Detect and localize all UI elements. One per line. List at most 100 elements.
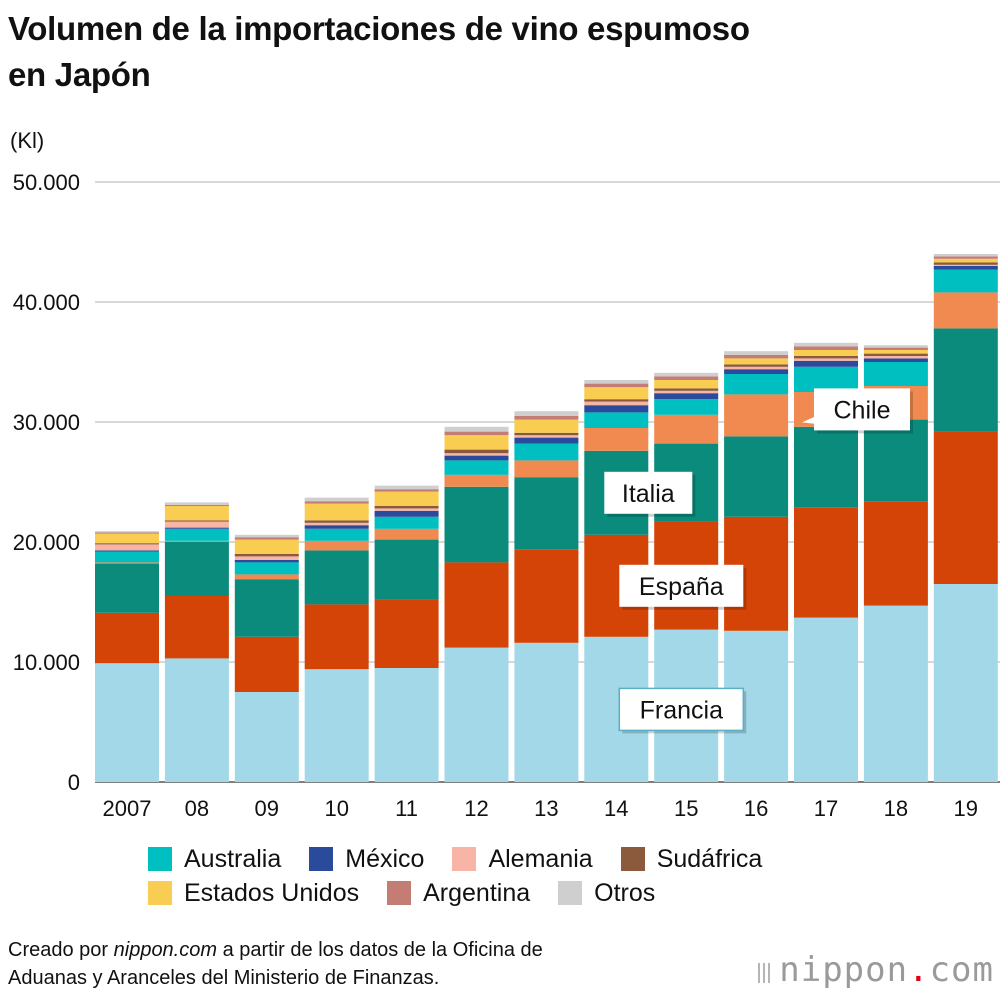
bar-segment xyxy=(514,416,579,420)
bar-segment xyxy=(514,460,579,478)
source-line1-rest: a partir de los datos de la Oficina de xyxy=(217,939,543,961)
bar-segment xyxy=(234,537,299,540)
legend-item-estados-unidos: Estados Unidos xyxy=(148,879,359,908)
bar-segment xyxy=(654,399,719,415)
bar-segment xyxy=(444,449,509,454)
source-prefix: Creado por xyxy=(8,939,114,961)
y-tick-label: 10.000 xyxy=(13,650,80,675)
x-tick-label: 2007 xyxy=(103,796,152,821)
bar-segment xyxy=(514,549,579,643)
bar-segment xyxy=(584,387,649,400)
bar-segment xyxy=(794,350,858,356)
bar-segment xyxy=(863,345,928,348)
series-label: España xyxy=(639,573,724,601)
legend-row-1: Australia México Alemania Sudáfrica xyxy=(148,842,908,876)
legend-label: Argentina xyxy=(423,878,531,907)
label-box xyxy=(619,564,744,607)
bar-segment xyxy=(95,663,159,782)
bar-segment xyxy=(234,562,299,575)
legend-label: Australia xyxy=(184,844,282,873)
bar-segment xyxy=(794,356,858,359)
y-tick-label: 0 xyxy=(68,770,80,795)
bar-segment xyxy=(444,455,509,461)
bar-segment xyxy=(584,401,649,406)
bar-segment xyxy=(514,432,579,436)
bar-segment xyxy=(304,503,369,521)
bar-segment xyxy=(724,394,789,437)
annotation-italia: Italia xyxy=(604,471,696,517)
x-tick-label: 14 xyxy=(604,796,628,821)
bar-segment xyxy=(724,351,789,355)
bar-segment xyxy=(863,362,928,386)
bar-segment xyxy=(234,579,299,637)
bar-segment xyxy=(863,350,928,354)
logo-name: nippon xyxy=(779,950,909,990)
bar-segment xyxy=(234,556,299,560)
bar-segment xyxy=(794,342,858,347)
bar-segment xyxy=(863,356,928,359)
bar-segment xyxy=(514,411,579,416)
bar-segment xyxy=(794,346,858,350)
bar-segment xyxy=(933,584,998,782)
label-box xyxy=(618,687,745,732)
legend-label: Alemania xyxy=(488,844,593,873)
bar-segment xyxy=(863,501,928,606)
bar-segment xyxy=(794,358,858,361)
bar-segment xyxy=(444,460,509,475)
bar-segment xyxy=(304,501,369,504)
bar-segment xyxy=(95,563,159,613)
legend-item-argentina: Argentina xyxy=(387,879,530,908)
source-site: nippon.com xyxy=(113,939,218,961)
bars-layer xyxy=(95,254,998,782)
y-tick-label: 50.000 xyxy=(13,170,80,195)
logo-tld: com xyxy=(929,950,994,990)
bar-segment xyxy=(374,599,439,668)
bar-segment xyxy=(444,562,509,648)
bar-segment xyxy=(304,540,369,551)
legend-swatch xyxy=(148,847,172,871)
legend-item-otros: Otros xyxy=(558,879,655,908)
logo-bars-icon xyxy=(758,952,773,992)
legend-item-alemania: Alemania xyxy=(452,844,593,874)
bar-segment xyxy=(794,360,858,367)
bar-segment xyxy=(863,605,928,782)
bar-segment xyxy=(584,405,649,413)
bar-segment xyxy=(654,390,719,394)
legend: Australia México Alemania Sudáfrica Esta… xyxy=(148,842,908,910)
legend-label: Otros xyxy=(594,878,656,907)
bar-segment xyxy=(164,527,229,529)
y-tick-label: 40.000 xyxy=(13,290,80,315)
bar-segment xyxy=(95,533,159,544)
bar-segment xyxy=(164,596,229,659)
legend-label: México xyxy=(345,844,425,873)
bar-segment xyxy=(933,431,998,584)
series-label: Chile xyxy=(834,396,891,424)
bar-segment xyxy=(724,354,789,359)
legend-swatch xyxy=(387,881,412,905)
x-tick-label: 11 xyxy=(395,796,418,821)
bar-segment xyxy=(95,531,159,533)
bar-segment xyxy=(95,551,159,563)
x-tick-label: 13 xyxy=(534,796,558,821)
bar-segment xyxy=(933,262,998,265)
bar-segment xyxy=(374,491,439,506)
x-tick-label: 12 xyxy=(464,796,488,821)
legend-row-2: Estados Unidos Argentina Otros xyxy=(148,876,908,910)
nippon-logo: nippon.com xyxy=(758,950,994,992)
bar-segment xyxy=(374,506,439,509)
bar-segment xyxy=(444,486,509,563)
y-tick-label: 30.000 xyxy=(13,410,80,435)
logo-dot: . xyxy=(908,950,930,990)
bar-segment xyxy=(304,497,369,502)
bar-segment xyxy=(933,266,998,270)
bar-segment xyxy=(164,506,229,521)
bar-segment xyxy=(95,612,159,664)
bar-segment xyxy=(304,669,369,782)
bar-segment xyxy=(374,528,439,540)
bar-segment xyxy=(234,554,299,557)
annotation-layer: Francia España Italia Chile xyxy=(604,388,913,734)
x-tick-label: 10 xyxy=(324,796,348,821)
series-label: Francia xyxy=(640,696,723,724)
legend-swatch xyxy=(452,847,477,871)
bar-segment xyxy=(234,539,299,554)
